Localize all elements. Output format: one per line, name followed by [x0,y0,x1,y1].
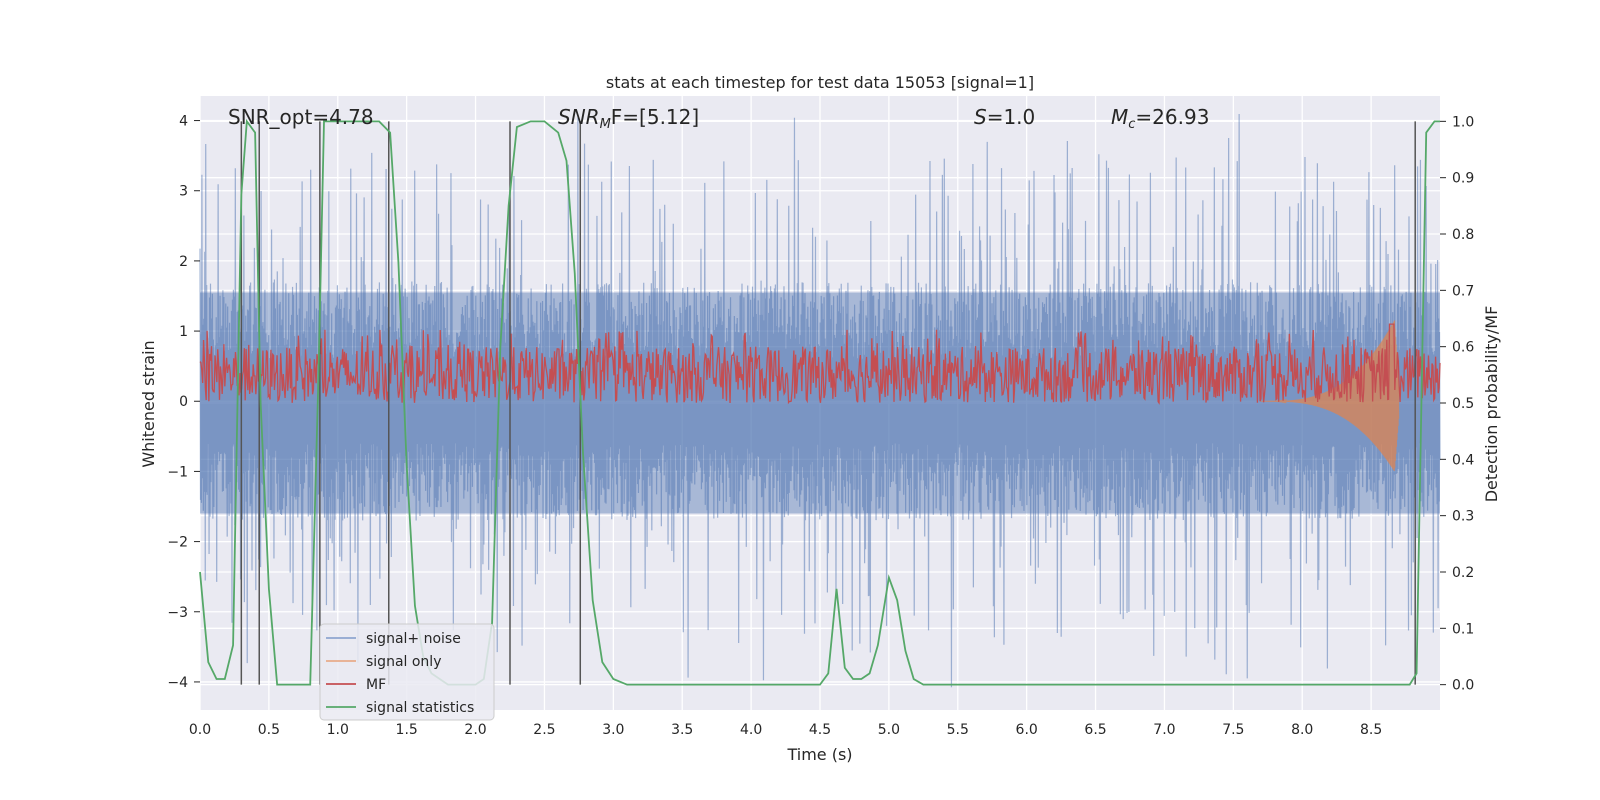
x-tick-label: 4.0 [740,722,762,738]
y-tick-label: 4 [179,114,188,130]
x-tick-label: 0.0 [189,722,211,738]
y2-axis-label: Detection probability/MF [1482,306,1501,503]
signal-statistics-series [199,118,1440,686]
y2-tick-label: 0.4 [1452,452,1474,468]
y-tick-label: 2 [179,254,188,270]
x-tick-label: 5.0 [878,722,900,738]
legend-label-signal-only: signal only [366,654,441,670]
y2-tick-label: 0.5 [1452,396,1474,412]
mf-line [199,323,1441,405]
y-axis-label: Whitened strain [139,340,158,467]
y2-tick-label: 0.3 [1452,509,1474,525]
y2-tick-label: 0.1 [1452,621,1474,637]
signal-noise-band [200,292,1440,514]
y-ticks: 4 3 2 1 0 −1 −2 −3 −4 [167,114,200,691]
y2-ticks: 1.0 0.9 0.8 0.7 0.6 0.5 0.4 0.3 0.2 0.1 0.0 [1440,114,1474,694]
y-tick-label: 0 [179,394,188,410]
x-tick-label: 0.5 [258,722,280,738]
signal-statistics-line [199,118,1440,686]
y2-tick-label: 0.9 [1452,171,1474,187]
signal-only-series [1260,320,1400,471]
y2-tick-label: 0.8 [1452,227,1474,243]
x-tick-label: 6.5 [1084,722,1106,738]
annotation-s: S=1.0 [974,105,1035,129]
y-tick-label: 3 [179,184,188,200]
x-ticks: 0.0 0.5 1.0 1.5 2.0 2.5 3.0 3.5 4.0 4.5 5.0 5.5 6.0 6… [189,722,1382,738]
x-tick-label: 3.0 [602,722,624,738]
x-tick-label: 1.0 [327,722,349,738]
legend-box [319,623,495,721]
y-tick-label: −3 [167,605,188,621]
x-tick-label: 5.5 [947,722,969,738]
x-tick-label: 4.5 [809,722,831,738]
x-axis-label: Time (s) [786,745,852,764]
y-tick-label: −4 [167,675,188,691]
x-tick-label: 8.0 [1291,722,1313,738]
x-tick-label: 2.5 [533,722,555,738]
mf-series [199,323,1441,405]
x-tick-label: 7.5 [1222,722,1244,738]
y-tick-label: 1 [179,324,188,340]
x-tick-label: 3.5 [671,722,693,738]
x-tick-label: 8.5 [1360,722,1382,738]
x-tick-label: 6.0 [1016,722,1038,738]
y2-tick-label: 0.0 [1452,678,1474,694]
annotation-mc: Mc=26.93 [1111,105,1209,132]
legend: signal+ noise signal only MF signal stat… [319,623,495,721]
y2-tick-label: 0.2 [1452,565,1474,581]
signal-only-line [1260,320,1400,471]
chart-title: stats at each timestep for test data 150… [606,73,1034,92]
x-tick-label: 1.5 [396,722,418,738]
legend-label-statistics: signal statistics [366,700,474,716]
annotation-snr-opt: SNR_opt=4.78 [228,105,374,129]
legend-label-mf: MF [366,677,386,693]
y2-tick-label: 1.0 [1452,114,1474,130]
legend-label-noise: signal+ noise [366,631,461,647]
y-tick-label: −1 [167,464,188,480]
x-tick-label: 7.0 [1153,722,1175,738]
x-tick-label: 2.0 [464,722,486,738]
y-tick-label: −2 [167,535,188,551]
y2-tick-label: 0.7 [1452,283,1474,299]
annotation-snr-mf: SNRMF=[5.12] [558,105,699,132]
y2-tick-label: 0.6 [1452,340,1474,356]
vertical-markers [240,121,1416,685]
